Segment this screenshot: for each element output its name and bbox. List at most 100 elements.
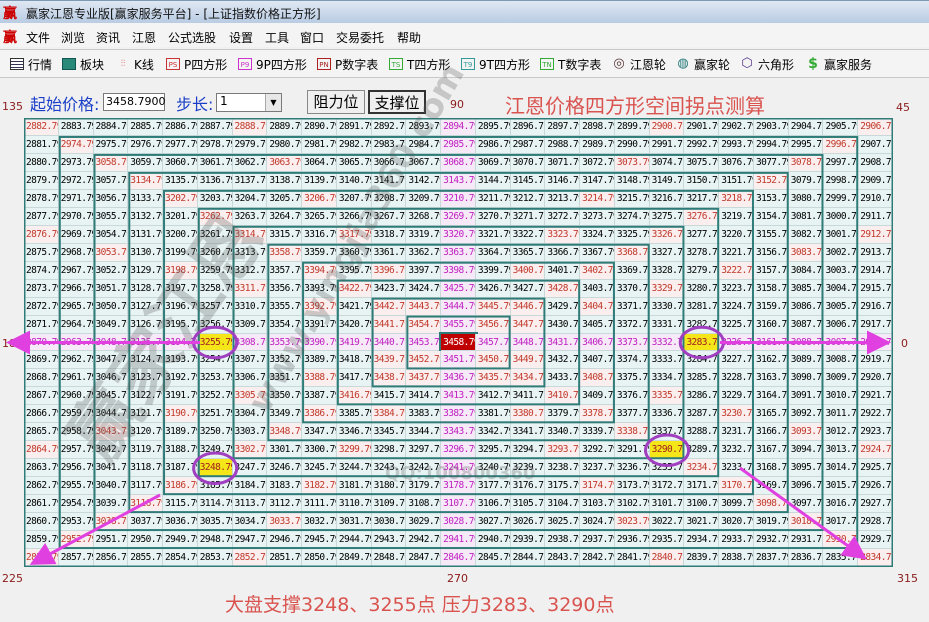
price-cell: 3247.79 [232,459,268,478]
price-cell: 3036.79 [163,513,198,532]
price-cell: 3038.79 [93,513,129,532]
toolbar-9t-square[interactable]: T9 9T四方形 [461,55,530,73]
price-cell: 3291.79 [614,441,650,460]
price-cell: 2998.79 [823,171,859,190]
price-cell: 3435.79 [475,369,511,388]
toolbar-sectors[interactable]: 板块 [62,55,104,73]
chevron-down-icon[interactable]: ▼ [265,94,281,111]
price-cell: 3187.79 [163,459,198,478]
price-cell: 3028.79 [441,513,476,532]
price-cell: 3314.79 [232,225,268,244]
price-cell: 3040.79 [93,477,129,496]
menu-formula-select[interactable]: 公式选股 [168,31,217,45]
price-cell: 3179.79 [406,477,442,496]
price-cell: 2983.79 [371,135,407,154]
menu-file[interactable]: 文件 [26,31,51,45]
price-cell: 2950.79 [128,531,164,550]
price-cell: 2994.79 [753,135,789,154]
price-cell: 3440.79 [371,333,407,352]
price-cell: 3138.79 [267,171,303,190]
toolbar-quotes[interactable]: 行情 [10,55,52,73]
price-cell: 2945.79 [302,531,337,550]
step-label: 步长: [176,95,214,114]
price-cell: 2988.79 [545,135,581,154]
price-cell: 2898.79 [580,118,615,136]
toolbar-winner-wheel[interactable]: ◍ 赢家轮 [676,55,730,73]
price-cell: 2913.79 [858,243,893,262]
price-cell: 3355.79 [267,297,303,316]
menu-tools[interactable]: 工具 [265,31,290,45]
price-cell: 3104.79 [545,495,581,514]
price-cell: 2918.79 [858,333,893,352]
price-cell: 3106.79 [475,495,511,514]
price-cell: 2835.79 [823,549,859,567]
price-cell: 3241.79 [441,459,476,478]
price-cell: 2944.79 [336,531,372,550]
price-cell: 2940.79 [475,531,511,550]
price-cell: 3074.79 [649,153,685,172]
price-cell: 2905.79 [823,118,859,136]
price-cell: 3442.79 [371,297,407,316]
t9-icon: T9 [461,58,475,70]
price-cell: 3386.79 [302,405,337,424]
price-cell: 2899.79 [614,118,650,136]
price-cell: 2915.79 [858,279,893,298]
price-cell: 2954.79 [58,495,94,514]
support-button[interactable]: 支撑位 [368,90,426,114]
price-cell: 3002.79 [823,243,859,262]
price-cell: 3281.79 [684,297,720,316]
price-cell: 3415.79 [371,387,407,406]
step-select[interactable]: 1 ▼ [216,93,282,112]
toolbar-t-number-table[interactable]: TN T数字表 [540,55,601,73]
start-price-input[interactable]: 3458.7900 [103,93,166,111]
toolbar-hexagon[interactable]: ⬡ 六角形 [740,55,794,73]
price-cell: 3114.79 [197,495,233,514]
price-cell: 3267.79 [371,207,407,226]
price-cell: 3115.79 [163,495,198,514]
toolbar-9p-square[interactable]: P9 9P四方形 [238,55,307,73]
toolbar-p-square[interactable]: PS P四方形 [166,55,227,73]
price-cell: 2934.79 [684,531,720,550]
menu-help[interactable]: 帮助 [397,31,422,45]
price-cell: 3084.79 [788,261,824,280]
menu-gann[interactable]: 江恩 [132,31,157,45]
price-cell: 2938.79 [545,531,581,550]
price-cell: 2986.79 [475,135,511,154]
price-cell: 3263.79 [232,207,268,226]
price-cell: 3205.79 [267,189,303,208]
resistance-button[interactable]: 阻力位 [307,90,365,114]
price-cell: 3003.79 [823,261,859,280]
price-cell: 3220.79 [719,225,754,244]
price-cell: 2841.79 [614,549,650,567]
toolbar-p-number-table[interactable]: PN P数字表 [317,55,378,73]
toolbar-kline[interactable]: ⫶⫶ K线 [116,55,154,73]
price-cell: 3043.79 [93,423,129,442]
toolbar-winner-service[interactable]: $ 赢家服务 [806,55,872,73]
price-cell: 3006.79 [823,315,859,334]
toolbar-t-square[interactable]: TS T四方形 [389,55,450,73]
price-cell: 3245.79 [302,459,337,478]
menu-browse[interactable]: 浏览 [61,31,86,45]
menu-settings[interactable]: 设置 [229,31,254,45]
price-cell: 3287.79 [684,405,720,424]
price-cell: 3351.79 [267,369,303,388]
toolbar: 行情 板块 ⫶⫶ K线 PS P四方形 P9 9P四方形 PN P数字表 TS T四方形 … [0,49,929,78]
price-cell: 3401.79 [545,261,581,280]
price-cell: 2854.79 [163,549,198,567]
toolbar-label: 9T四方形 [479,57,530,72]
price-cell: 2946.79 [267,531,303,550]
menu-trade[interactable]: 交易委托 [336,31,385,45]
toolbar-label: 赢家服务 [824,57,873,72]
price-cell: 3423.79 [371,279,407,298]
menu-window[interactable]: 窗口 [300,31,325,45]
price-cell: 2960.79 [58,387,94,406]
price-cell: 3311.79 [232,279,268,298]
price-cell: 3162.79 [753,351,789,370]
menu-news[interactable]: 资讯 [96,31,121,45]
price-cell: 3159.79 [753,297,789,316]
price-cell: 2873.79 [24,279,59,298]
price-cell: 2952.79 [58,531,94,550]
price-cell: 3446.79 [510,297,546,316]
toolbar-gann-wheel[interactable]: ◎ 江恩轮 [612,55,666,73]
price-cell: 3414.79 [406,387,442,406]
